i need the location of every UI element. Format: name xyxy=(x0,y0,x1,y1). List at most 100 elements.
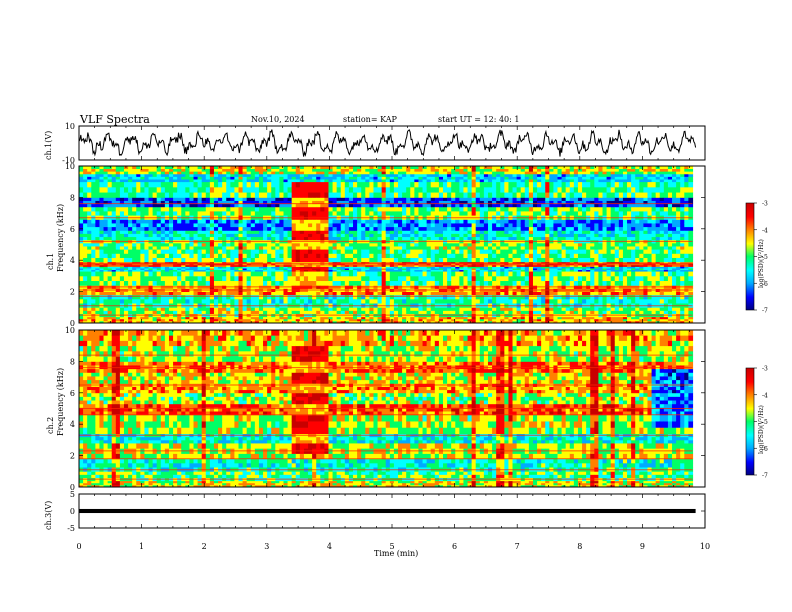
spectrogram-cell xyxy=(279,211,285,216)
spectrogram-cell xyxy=(132,318,137,322)
spectrogram-cell xyxy=(381,318,387,322)
spectrogram-cell xyxy=(303,268,309,271)
spectrogram-cell xyxy=(336,223,342,228)
spectrogram-cell xyxy=(393,219,399,224)
spectrogram-cell xyxy=(152,197,158,201)
spectrogram-cell xyxy=(164,223,170,228)
spectrogram-cell xyxy=(492,211,497,216)
spectrogram-cell xyxy=(95,176,101,180)
spectrogram-cell xyxy=(209,197,215,201)
spectrogram-cell xyxy=(168,261,174,264)
spectrogram-cell xyxy=(434,223,440,228)
spectrogram-cell xyxy=(483,263,489,266)
spectrogram-cell xyxy=(197,219,203,224)
spectrogram-cell xyxy=(365,246,370,250)
spectrogram-cell xyxy=(83,186,88,193)
spectrogram-cell xyxy=(177,266,182,269)
spectrogram-cell xyxy=(234,197,240,201)
spectrogram-cell xyxy=(271,257,276,263)
spectrogram-cell xyxy=(79,179,84,183)
spectrogram-cell xyxy=(197,275,203,282)
spectrogram-cell xyxy=(79,186,84,193)
spectrogram-cell xyxy=(119,294,125,300)
spectrogram-cell xyxy=(410,275,415,282)
spectrogram-cell xyxy=(308,257,313,263)
spectrogram-cell xyxy=(369,294,375,300)
spectrogram-cell xyxy=(140,168,146,172)
spectrogram-cell xyxy=(377,176,383,180)
spectrogram-cell xyxy=(99,166,105,170)
spectrogram-cell xyxy=(246,266,252,269)
spectrogram-cell xyxy=(426,173,432,177)
spectrogram-cell xyxy=(242,186,248,193)
spectrogram-cell xyxy=(156,298,162,304)
spectrogram-cell xyxy=(238,186,244,193)
spectrogram-cell xyxy=(422,203,428,208)
spectrogram-cell xyxy=(447,253,452,258)
spectrogram-cell xyxy=(238,226,244,231)
spectrogram-cell xyxy=(83,268,88,271)
spectrogram-cell xyxy=(87,291,92,296)
spectrogram-cell xyxy=(357,316,362,320)
spectrogram-cell xyxy=(443,261,448,264)
spectrogram-cell xyxy=(275,280,280,286)
spectrogram-cell xyxy=(316,186,321,193)
spectrogram-cell xyxy=(312,197,317,201)
spectrogram-cell xyxy=(168,294,174,300)
spectrogram-cell xyxy=(140,266,146,269)
spectrogram-cell xyxy=(160,236,166,241)
spectrogram-cell xyxy=(140,236,146,241)
spectrogram-cell xyxy=(213,223,219,228)
spectrogram-cell xyxy=(148,253,154,258)
spectrogram-cell xyxy=(218,263,223,266)
spectrogram-cell xyxy=(238,173,244,177)
spectrogram-cell xyxy=(185,219,191,224)
spectrogram-cell xyxy=(205,233,211,238)
spectrogram-cell xyxy=(238,271,244,277)
spectrogram-cell xyxy=(291,242,297,247)
spectrogram-cell xyxy=(287,257,293,263)
spectrogram-cell xyxy=(173,266,178,269)
spectrogram-cell xyxy=(303,176,309,180)
spectrogram-cell xyxy=(123,310,129,314)
spectrogram-cell xyxy=(430,166,436,170)
spectrogram-cell xyxy=(250,233,256,238)
spectrogram-cell xyxy=(226,294,231,300)
spectrogram-cell xyxy=(447,226,452,231)
spectrogram-cell xyxy=(434,320,440,324)
spectrogram-cell xyxy=(79,298,84,304)
spectrogram-cell xyxy=(136,242,141,247)
spectrogram-cell xyxy=(438,166,444,170)
spectrogram-cell xyxy=(348,298,354,304)
spectrogram-cell xyxy=(250,318,256,322)
spectrogram-cell xyxy=(258,226,264,231)
spectrogram-cell xyxy=(373,320,379,324)
spectrogram-cell xyxy=(324,236,330,241)
spectrogram-cell xyxy=(402,181,407,188)
spectrogram-cell xyxy=(254,298,260,304)
spectrogram-cell xyxy=(467,219,473,224)
spectrogram-cell xyxy=(189,176,195,180)
spectrogram-cell xyxy=(467,236,473,241)
spectrogram-cell xyxy=(443,223,448,228)
spectrogram-cell xyxy=(238,253,244,258)
spectrogram-cell xyxy=(123,275,129,282)
spectrogram-cell xyxy=(422,310,428,314)
spectrogram-cell xyxy=(254,257,260,263)
spectrogram-cell xyxy=(250,230,256,234)
spectrogram-cell xyxy=(140,192,146,198)
spectrogram-cell xyxy=(271,192,276,198)
spectrogram-cell xyxy=(455,291,460,296)
spectrogram-cell xyxy=(308,192,313,198)
spectrogram-cell xyxy=(263,263,268,266)
spectrogram-cell xyxy=(389,192,395,198)
spectrogram-cell xyxy=(205,266,211,269)
spectrogram-cell xyxy=(418,173,424,177)
spectrogram-cell xyxy=(168,166,174,170)
spectrogram-cell xyxy=(87,264,92,267)
spectrogram-cell xyxy=(226,280,231,286)
spectrogram-cell xyxy=(213,230,219,234)
spectrogram-cell xyxy=(197,203,203,208)
spectrogram-cell xyxy=(483,275,489,282)
spectrogram-cell xyxy=(168,249,174,254)
